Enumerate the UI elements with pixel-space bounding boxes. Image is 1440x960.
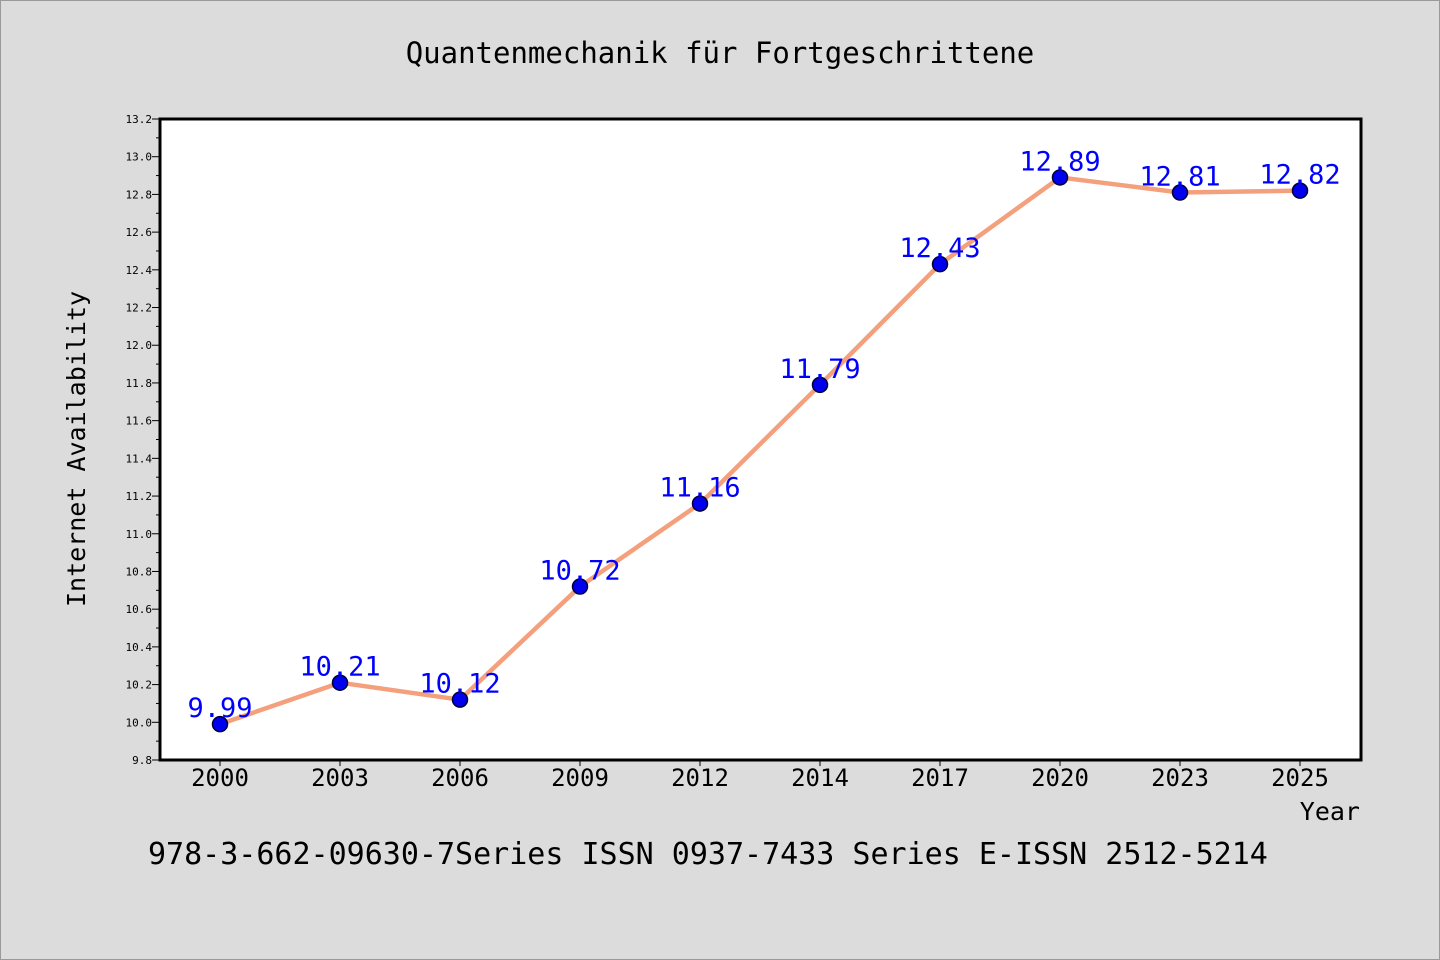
y-tick-label: 11.2	[126, 490, 153, 503]
x-tick-label: 2009	[551, 764, 609, 792]
x-tick-label: 2025	[1271, 764, 1329, 792]
data-label: 12.82	[1259, 160, 1340, 191]
x-tick-label: 2000	[191, 764, 249, 792]
plot-area	[158, 117, 1363, 762]
y-tick-label: 10.6	[126, 603, 153, 616]
x-tick-label: 2006	[431, 764, 489, 792]
y-tick-label: 9.8	[132, 754, 152, 767]
y-tick-label: 10.4	[126, 641, 153, 654]
y-tick-label: 12.0	[126, 339, 153, 352]
y-tick-label: 11.4	[126, 452, 153, 465]
chart-title: Quantenmechanik für Fortgeschrittene	[406, 36, 1035, 70]
y-tick-label: 11.6	[126, 415, 153, 428]
data-label: 11.16	[659, 473, 740, 504]
x-tick-label: 2003	[311, 764, 369, 792]
x-tick-label: 2017	[911, 764, 969, 792]
data-label: 10.72	[539, 556, 620, 587]
data-label: 12.81	[1139, 162, 1220, 193]
data-label: 12.89	[1019, 146, 1100, 177]
x-axis: 2000 2003 2006 2009 2012 2014 2017 2020 2023 2025	[191, 760, 1329, 792]
data-label: 10.21	[299, 652, 380, 683]
series-markers	[211, 169, 1309, 733]
x-tick-label: 2020	[1031, 764, 1089, 792]
data-point	[1051, 169, 1069, 186]
x-axis-label: Year	[1300, 797, 1360, 826]
data-point	[691, 495, 709, 512]
x-tick-label: 2023	[1151, 764, 1209, 792]
y-axis-label: Internet Availability	[62, 291, 91, 607]
y-tick-label: 10.2	[126, 679, 153, 692]
data-label: 11.79	[779, 354, 860, 385]
y-tick-label: 13.2	[126, 113, 153, 126]
data-point	[1291, 182, 1309, 199]
y-tick-label: 13.0	[126, 151, 153, 164]
footer-text: 978-3-662-09630-7Series ISSN 0937-7433 S…	[148, 837, 1268, 872]
y-tick-label: 11.8	[126, 377, 153, 390]
y-tick-label: 12.8	[126, 188, 153, 201]
data-point	[211, 715, 229, 733]
data-point	[331, 674, 349, 691]
data-label: 9.99	[187, 693, 252, 724]
data-label: 10.12	[419, 669, 500, 700]
data-point	[571, 578, 589, 595]
data-labels: 9.99 10.21 10.12 10.72 11.16 11.79 12.43 12.89 1…	[187, 146, 1340, 724]
data-label: 12.43	[899, 233, 980, 264]
y-tick-label: 10.0	[126, 716, 153, 729]
data-point	[1171, 184, 1189, 201]
y-tick-label: 12.2	[126, 302, 153, 315]
x-tick-label: 2014	[791, 764, 849, 792]
series-line	[219, 175, 1301, 727]
y-tick-label: 12.4	[126, 264, 153, 277]
data-point	[931, 255, 949, 273]
y-tick-label: 12.6	[126, 226, 153, 239]
y-tick-label: 10.8	[126, 565, 153, 578]
x-tick-label: 2012	[671, 764, 729, 792]
data-point	[811, 376, 829, 394]
y-axis: 9.8 10.0 10.2 10.4 10.6 10.8 11.0 11.2 11.4 11.6 1…	[126, 113, 160, 767]
y-tick-label: 11.0	[126, 528, 153, 541]
data-point	[451, 691, 469, 708]
